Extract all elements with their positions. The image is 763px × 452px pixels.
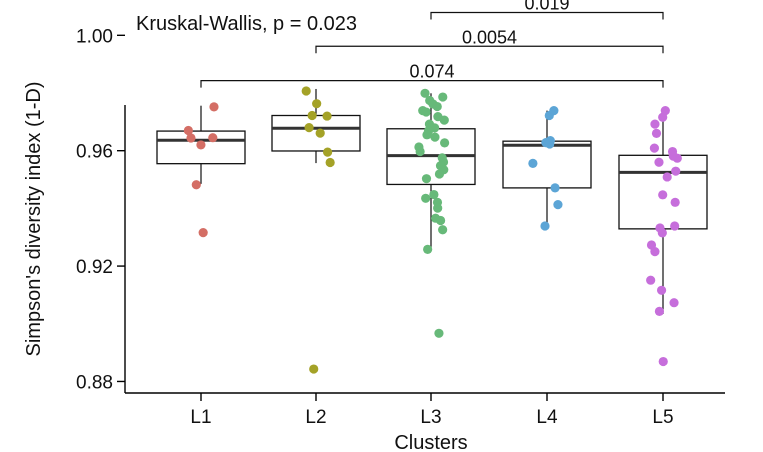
- data-point-l5: [658, 356, 668, 367]
- data-point-l5: [658, 112, 668, 122]
- data-point-l3: [421, 193, 431, 203]
- data-point-l2: [315, 128, 325, 138]
- data-point-l3: [440, 138, 450, 148]
- y-tick-label: 1.00: [76, 26, 113, 47]
- data-point-l5: [670, 221, 680, 231]
- data-point-l3: [439, 115, 449, 125]
- data-point-l3: [438, 225, 448, 235]
- data-point-l5: [671, 166, 681, 176]
- data-point-l1: [198, 228, 208, 238]
- comparison-bracket-l1-l5: [200, 79, 664, 88]
- data-point-l5: [658, 190, 668, 200]
- data-point-l5: [650, 119, 660, 129]
- data-point-l1: [186, 133, 196, 143]
- comparison-bracket-l3-l5: [430, 11, 664, 20]
- data-point-l5: [654, 306, 665, 316]
- data-point-l5: [657, 228, 667, 238]
- data-point-l4: [550, 183, 560, 193]
- x-tick-label-l5: L5: [652, 407, 673, 428]
- data-point-l5: [662, 172, 672, 182]
- y-axis-title: Simpson's diversity index (1-D): [23, 81, 45, 356]
- data-point-l5: [656, 285, 667, 295]
- data-point-l2: [322, 111, 332, 121]
- data-point-l2: [304, 123, 314, 133]
- data-point-l3: [434, 169, 445, 179]
- data-point-l5: [649, 143, 660, 153]
- box-l4: [502, 140, 592, 189]
- comparison-label-l2-l5: 0.0054: [462, 27, 517, 47]
- data-point-l1: [209, 102, 219, 112]
- data-point-l4: [553, 200, 563, 210]
- data-point-l4: [528, 158, 538, 168]
- x-tick-label-l2: L2: [305, 407, 326, 428]
- data-point-l3: [421, 174, 432, 184]
- data-point-l2: [309, 364, 319, 374]
- x-axis-title: Clusters: [394, 432, 467, 452]
- data-point-l2: [307, 110, 317, 121]
- x-tick-label-l4: L4: [536, 407, 558, 428]
- data-point-l4: [545, 139, 555, 149]
- data-point-l2: [312, 99, 322, 109]
- data-point-l5: [651, 128, 662, 138]
- x-tick-label-l1: L1: [190, 407, 211, 428]
- data-point-l5: [650, 247, 660, 257]
- data-point-l5: [654, 157, 664, 167]
- data-point-l3: [415, 146, 425, 157]
- data-point-l3: [423, 244, 433, 254]
- data-point-l3: [432, 101, 442, 112]
- comparison-bracket-l2-l5: [315, 45, 664, 54]
- comparison-label-l1-l5: 0.074: [409, 62, 454, 82]
- comparison-label-l3-l5: 0.019: [524, 0, 569, 14]
- data-point-l2: [325, 157, 335, 168]
- data-point-l1: [191, 180, 201, 190]
- data-point-l5: [670, 197, 680, 207]
- data-point-l4: [540, 221, 550, 231]
- data-point-l3: [422, 130, 432, 140]
- data-point-l3: [438, 92, 448, 102]
- data-point-l4: [544, 110, 554, 121]
- y-tick-label: 0.96: [76, 142, 113, 163]
- data-point-l3: [429, 189, 439, 200]
- data-point-l3: [420, 88, 430, 98]
- data-point-l1: [208, 133, 218, 143]
- data-point-l2: [323, 147, 333, 157]
- data-point-l2: [301, 86, 311, 96]
- y-tick-label: 0.92: [76, 257, 113, 278]
- data-point-l5: [669, 298, 679, 308]
- data-point-l1: [183, 125, 193, 136]
- box-l1: [156, 130, 246, 165]
- data-point-l3: [421, 107, 431, 117]
- data-point-l3: [430, 132, 440, 142]
- y-tick-label: 0.88: [76, 372, 113, 393]
- kruskal-wallis-title: Kruskal-Wallis, p = 0.023: [136, 13, 357, 35]
- data-point-l5: [646, 275, 656, 285]
- data-point-l1: [196, 140, 206, 150]
- x-tick-label-l3: L3: [420, 407, 441, 428]
- data-point-l3: [434, 328, 444, 338]
- data-point-l5: [672, 153, 682, 163]
- data-point-l3: [435, 215, 446, 226]
- data-point-l3: [433, 203, 443, 213]
